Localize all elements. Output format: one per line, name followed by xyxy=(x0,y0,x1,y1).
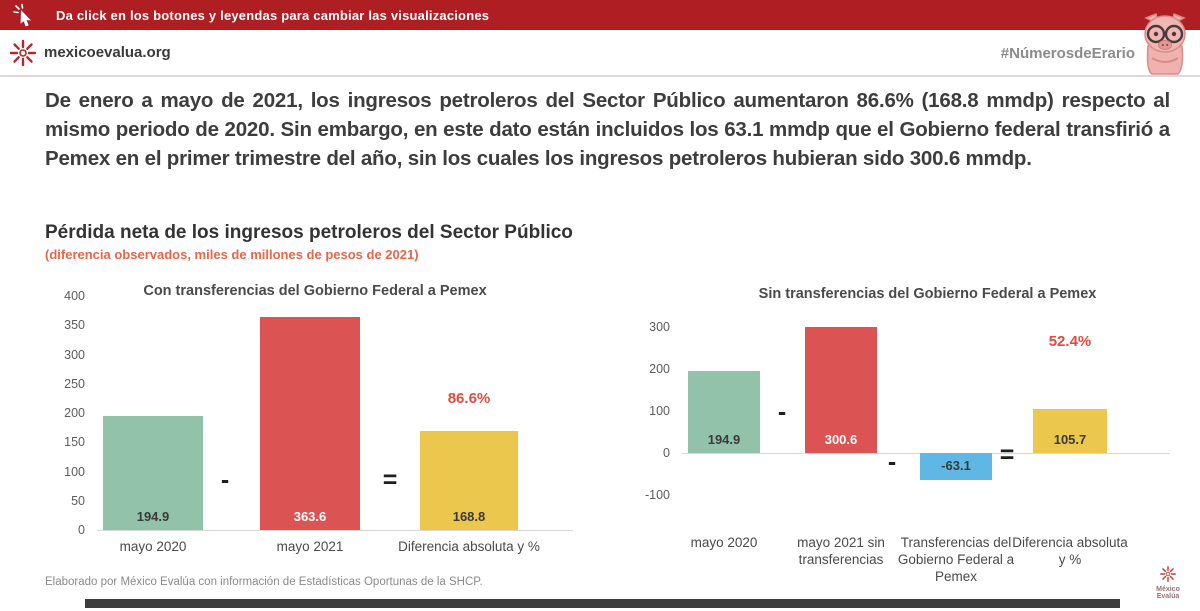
click-cursor-icon xyxy=(13,3,31,27)
bar-green[interactable] xyxy=(688,371,760,453)
bar-value-label: 194.9 xyxy=(707,432,741,447)
bar-green[interactable] xyxy=(103,415,203,530)
instruction-text: Da click en los botones y leyendas para … xyxy=(56,7,490,23)
category-label[interactable]: Diferencia absoluta y % xyxy=(1012,535,1128,567)
y-axis-tick: 400 xyxy=(64,289,85,303)
y-axis-tick: 150 xyxy=(64,435,85,450)
hashtag-label: #NúmerosdeErario xyxy=(1000,45,1135,62)
mexico-evalua-logo-icon[interactable] xyxy=(8,38,38,68)
minus-sign: - xyxy=(777,398,787,426)
equals-sign: = xyxy=(382,466,398,494)
section-title: Pérdida neta de los ingresos petroleros … xyxy=(45,222,573,243)
bar-value-label: -63.1 xyxy=(941,458,971,474)
y-axis-tick: 250 xyxy=(64,376,85,391)
bar-red[interactable] xyxy=(805,326,877,453)
bar-yellow[interactable] xyxy=(1033,408,1107,453)
y-axis-tick: 300 xyxy=(649,320,670,334)
y-axis-tick: 100 xyxy=(64,464,85,479)
category-label[interactable]: mayo 2021 sin transferencias xyxy=(797,535,885,567)
progress-bar[interactable] xyxy=(85,599,1120,608)
y-axis-tick: 0 xyxy=(663,446,670,460)
category-label[interactable]: mayo 2020 xyxy=(690,535,758,550)
site-url[interactable]: mexicoevalua.org xyxy=(44,44,171,61)
chart-sin-transferencias: Sin transferencias del Gobierno Federal … xyxy=(630,278,1195,600)
y-axis-tick: 0 xyxy=(78,523,85,537)
y-axis-tick: 350 xyxy=(64,318,85,333)
bar-red[interactable] xyxy=(260,317,360,530)
bar-value-label: 363.6 xyxy=(293,509,327,524)
bar-value-label: 194.9 xyxy=(136,509,170,524)
minus-sign: - xyxy=(887,448,897,476)
chart-title: Con transferencias del Gobierno Federal … xyxy=(143,283,487,299)
footer-logo: México Evalúa xyxy=(1148,565,1188,600)
y-axis-tick: 100 xyxy=(649,404,670,418)
zero-baseline xyxy=(97,530,573,531)
y-axis-tick: -100 xyxy=(644,488,670,502)
footer-logo-text: México Evalúa xyxy=(1156,586,1180,600)
bar-blue[interactable] xyxy=(920,453,992,480)
percent-annotation: 86.6% xyxy=(447,390,491,407)
piggy-bank-mascot xyxy=(1144,12,1186,75)
category-label[interactable]: mayo 2021 xyxy=(276,539,344,554)
chart-con-transferencias: Con transferencias del Gobierno Federal … xyxy=(45,278,610,578)
y-axis-tick: 200 xyxy=(649,362,670,376)
mexico-evalua-mini-logo-icon xyxy=(1160,566,1176,582)
category-label[interactable]: Diferencia absoluta y % xyxy=(398,539,540,554)
section-subtitle: (diferencia observados, miles de millone… xyxy=(45,247,419,262)
y-axis-tick: 200 xyxy=(64,406,85,420)
y-axis-tick: 50 xyxy=(71,493,85,508)
site-header: mexicoevalua.org #NúmerosdeErario xyxy=(0,30,1200,77)
y-axis-tick: 300 xyxy=(64,347,85,362)
bar-yellow[interactable] xyxy=(420,431,518,530)
chart-title: Sin transferencias del Gobierno Federal … xyxy=(758,286,1097,302)
bar-value-label: 168.8 xyxy=(452,509,486,524)
percent-annotation: 52.4% xyxy=(1048,333,1092,350)
equals-sign: = xyxy=(999,441,1015,469)
category-label[interactable]: mayo 2020 xyxy=(119,539,187,554)
bar-value-label: 105.7 xyxy=(1053,432,1087,447)
intro-paragraph: De enero a mayo de 2021, los ingresos pe… xyxy=(45,89,1170,170)
instruction-banner: Da click en los botones y leyendas para … xyxy=(0,0,1200,30)
source-note: Elaborado por México Evalúa con informac… xyxy=(45,576,483,588)
bar-value-label: 300.6 xyxy=(824,432,858,447)
category-label[interactable]: Transferencias del Gobierno Federal a Pe… xyxy=(897,535,1015,584)
minus-sign: - xyxy=(220,466,230,494)
